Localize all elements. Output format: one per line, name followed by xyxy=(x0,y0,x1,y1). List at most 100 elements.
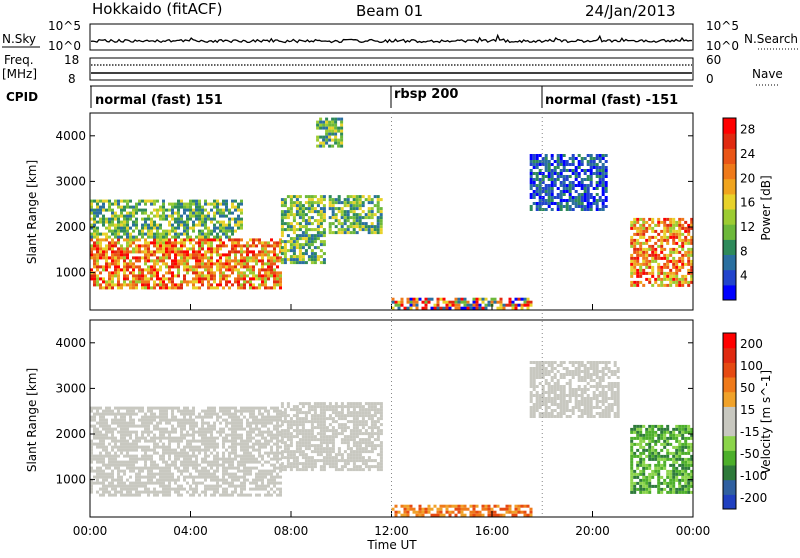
heatmap-cell xyxy=(255,277,258,280)
heatmap-cell xyxy=(467,307,470,310)
heatmap-cell xyxy=(111,434,114,437)
heatmap-cell xyxy=(296,201,299,204)
heatmap-cell xyxy=(329,465,332,468)
heatmap-cell xyxy=(228,238,231,241)
heatmap-cell xyxy=(675,242,678,245)
heatmap-cell xyxy=(675,272,678,275)
heatmap-cell xyxy=(350,201,353,204)
heatmap-cell xyxy=(374,426,377,429)
heatmap-cell xyxy=(566,400,569,403)
heatmap-cell xyxy=(171,449,174,452)
heatmap-cell xyxy=(108,206,111,209)
heatmap-cell xyxy=(317,432,320,435)
heatmap-cell xyxy=(557,208,560,211)
heatmap-cell xyxy=(654,236,657,239)
heatmap-cell xyxy=(338,210,341,213)
heatmap-cell xyxy=(660,248,663,251)
heatmap-cell xyxy=(287,216,290,219)
heatmap-cell xyxy=(684,251,687,254)
heatmap-cell xyxy=(105,250,108,253)
heatmap-cell xyxy=(183,224,186,227)
heatmap-cell xyxy=(642,230,645,233)
heatmap-cell xyxy=(210,410,213,413)
heatmap-cell xyxy=(494,511,497,514)
heatmap-cell xyxy=(123,262,126,265)
heatmap-cell xyxy=(168,467,171,470)
heatmap-cell xyxy=(96,476,99,479)
heatmap-cell xyxy=(126,212,129,215)
heatmap-cell xyxy=(252,431,255,434)
heatmap-cell xyxy=(138,458,141,461)
heatmap-cell xyxy=(123,233,126,236)
heatmap-cell xyxy=(323,468,326,471)
heatmap-cell xyxy=(353,444,356,447)
heatmap-cell xyxy=(213,277,216,280)
heatmap-cell xyxy=(560,193,563,196)
heatmap-cell xyxy=(675,266,678,269)
heatmap-cell xyxy=(141,200,144,203)
heatmap-cell xyxy=(578,160,581,163)
heatmap-cell xyxy=(177,227,180,230)
heatmap-cell xyxy=(156,271,159,274)
heatmap-cell xyxy=(108,283,111,286)
heatmap-cell xyxy=(302,213,305,216)
heatmap-cell xyxy=(365,447,368,450)
heatmap-cell xyxy=(234,452,237,455)
heatmap-cell xyxy=(293,246,296,249)
heatmap-cell xyxy=(141,280,144,283)
heatmap-cell xyxy=(180,440,183,443)
heatmap-cell xyxy=(557,382,560,385)
heatmap-cell xyxy=(246,265,249,268)
heatmap-cell xyxy=(329,222,332,225)
heatmap-cell xyxy=(219,259,222,262)
heatmap-cell xyxy=(186,224,189,227)
heatmap-cell xyxy=(120,253,123,256)
heatmap-cell xyxy=(560,181,563,184)
heatmap-cell xyxy=(362,447,365,450)
heatmap-cell xyxy=(539,412,542,415)
heatmap-cell xyxy=(657,257,660,260)
heatmap-cell xyxy=(207,280,210,283)
heatmap-cell xyxy=(162,206,165,209)
heatmap-cell xyxy=(114,241,117,244)
heatmap-cell xyxy=(234,479,237,482)
heatmap-cell xyxy=(219,247,222,250)
heatmap-cell xyxy=(293,258,296,261)
heatmap-cell xyxy=(261,458,264,461)
heatmap-cell xyxy=(156,473,159,476)
heatmap-cell xyxy=(305,219,308,222)
heatmap-cell xyxy=(240,464,243,467)
heatmap-cell xyxy=(581,400,584,403)
heatmap-cell xyxy=(331,127,334,130)
heatmap-cell xyxy=(114,458,117,461)
heatmap-cell xyxy=(135,443,138,446)
heatmap-cell xyxy=(210,461,213,464)
heatmap-cell xyxy=(156,467,159,470)
heatmap-cell xyxy=(249,494,252,497)
heatmap-cell xyxy=(657,245,660,248)
heatmap-cell xyxy=(308,237,311,240)
heatmap-cell xyxy=(299,429,302,432)
heatmap-cell xyxy=(290,195,293,198)
heatmap-cell xyxy=(270,452,273,455)
heatmap-cell xyxy=(246,458,249,461)
heatmap-cell xyxy=(599,208,602,211)
heatmap-cell xyxy=(153,407,156,410)
heatmap-cell xyxy=(264,488,267,491)
heatmap-cell xyxy=(380,465,383,468)
heatmap-cell xyxy=(470,505,473,508)
heatmap-cell xyxy=(147,218,150,221)
heatmap-cell xyxy=(605,199,608,202)
heatmap-cell xyxy=(572,364,575,367)
heatmap-cell xyxy=(548,160,551,163)
heatmap-cell xyxy=(126,236,129,239)
heatmap-cell xyxy=(189,212,192,215)
heatmap-cell xyxy=(395,514,398,517)
heatmap-cell xyxy=(183,256,186,259)
heatmap-cell xyxy=(96,238,99,241)
heatmap-cell xyxy=(195,425,198,428)
heatmap-cell xyxy=(273,271,276,274)
heatmap-cell xyxy=(276,283,279,286)
heatmap-cell xyxy=(216,413,219,416)
heatmap-cell xyxy=(135,467,138,470)
